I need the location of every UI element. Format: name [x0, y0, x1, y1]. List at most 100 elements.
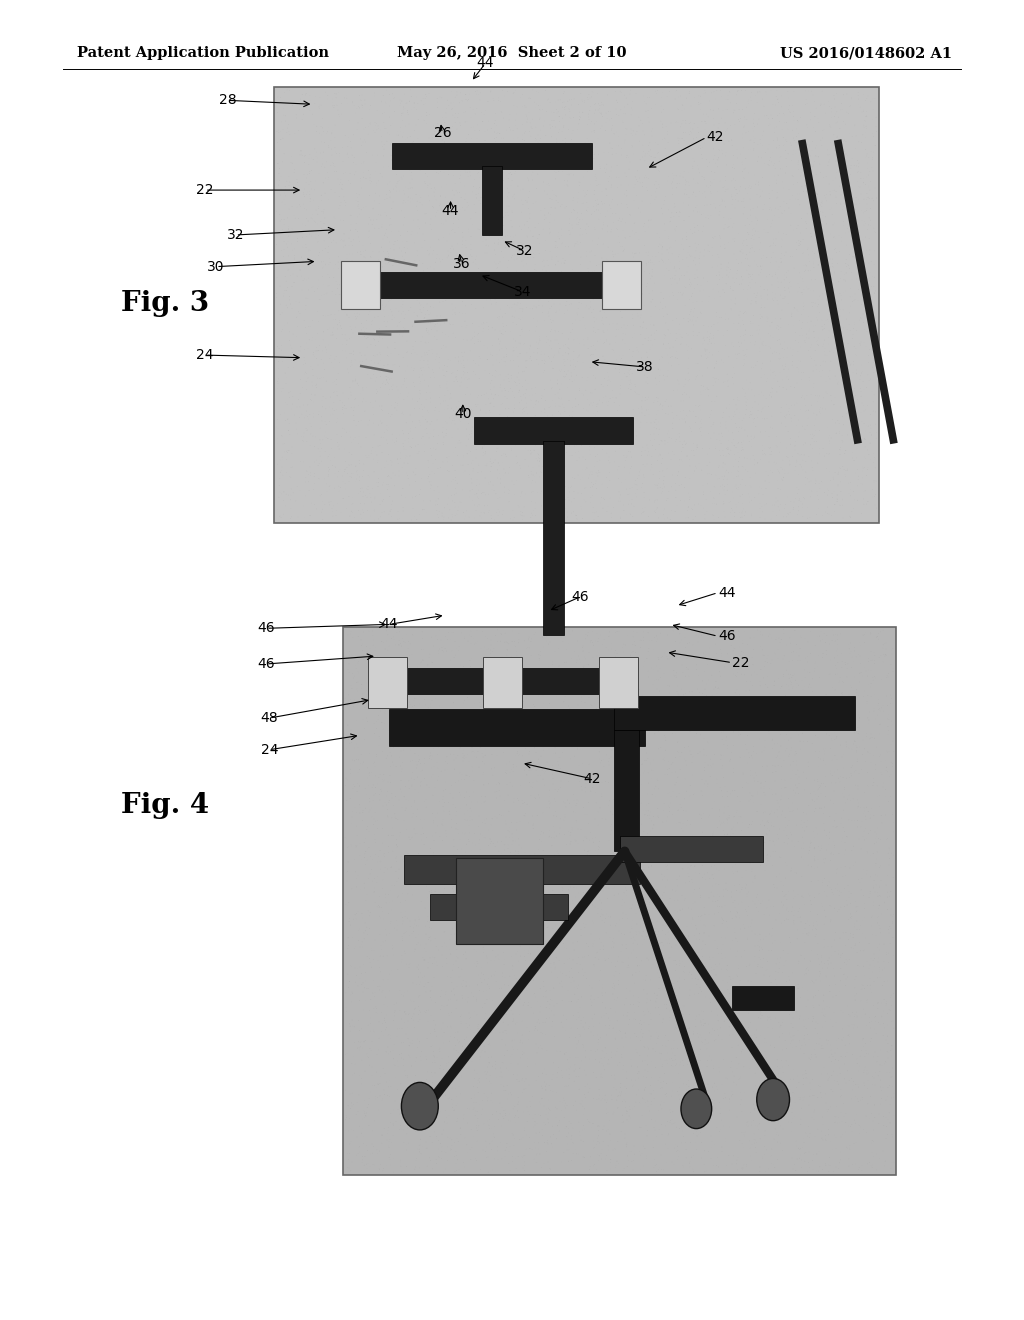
Point: [688, 1139, 705, 1160]
Point: [367, 640, 383, 661]
Point: [423, 471, 439, 492]
Point: [757, 297, 773, 318]
Point: [423, 313, 439, 334]
Point: [529, 156, 546, 177]
Point: [675, 384, 691, 405]
Point: [497, 145, 513, 166]
Point: [477, 484, 494, 506]
Point: [854, 362, 870, 383]
Point: [585, 635, 601, 656]
Bar: [599, 657, 638, 708]
Point: [758, 675, 774, 696]
Point: [466, 326, 482, 347]
Point: [321, 189, 337, 210]
Point: [500, 363, 516, 384]
Point: [369, 998, 385, 1019]
Point: [824, 750, 841, 771]
Point: [650, 925, 667, 946]
Point: [653, 696, 670, 717]
Point: [584, 473, 600, 494]
Point: [663, 141, 679, 162]
Point: [382, 90, 398, 111]
Point: [380, 771, 396, 792]
Point: [437, 366, 454, 387]
Point: [356, 697, 373, 718]
Point: [623, 123, 639, 144]
Point: [746, 385, 763, 407]
Point: [575, 912, 592, 933]
Point: [867, 308, 884, 329]
Point: [826, 393, 843, 414]
Point: [506, 1039, 522, 1060]
Point: [603, 689, 620, 710]
Point: [779, 942, 796, 964]
Point: [490, 364, 507, 385]
Point: [876, 1114, 892, 1135]
Point: [326, 356, 342, 378]
Point: [439, 360, 456, 381]
Point: [574, 870, 591, 891]
Point: [786, 395, 803, 416]
Point: [627, 293, 643, 314]
Point: [852, 177, 868, 198]
Point: [625, 308, 641, 329]
Point: [542, 240, 558, 261]
Point: [725, 762, 741, 783]
Point: [811, 206, 827, 227]
Point: [595, 1119, 611, 1140]
Point: [470, 1018, 486, 1039]
Point: [699, 327, 716, 348]
Point: [640, 1119, 656, 1140]
Point: [426, 420, 442, 441]
Point: [397, 191, 414, 213]
Point: [296, 422, 312, 444]
Point: [761, 1159, 777, 1180]
Point: [609, 771, 626, 792]
Point: [550, 1063, 566, 1084]
Point: [877, 892, 893, 913]
Point: [628, 948, 644, 969]
Point: [575, 1131, 592, 1152]
Point: [710, 139, 726, 160]
Point: [287, 246, 303, 267]
Point: [625, 136, 641, 157]
Point: [795, 228, 811, 249]
Point: [784, 446, 801, 467]
Point: [417, 434, 433, 455]
Point: [825, 290, 842, 312]
Point: [466, 495, 482, 516]
Point: [364, 957, 380, 978]
Point: [499, 733, 515, 754]
Point: [429, 244, 445, 265]
Point: [834, 746, 850, 767]
Point: [835, 684, 851, 705]
Point: [840, 253, 856, 275]
Point: [593, 624, 609, 645]
Point: [823, 198, 840, 219]
Point: [634, 284, 650, 305]
Point: [400, 714, 417, 735]
Point: [581, 298, 597, 319]
Point: [628, 1039, 644, 1060]
Point: [778, 908, 795, 929]
Point: [492, 733, 508, 754]
Point: [475, 111, 492, 132]
Point: [514, 362, 530, 383]
Point: [707, 226, 723, 247]
Point: [479, 348, 496, 370]
Point: [773, 243, 790, 264]
Point: [509, 688, 525, 709]
Point: [615, 1059, 632, 1080]
Point: [307, 170, 324, 191]
Point: [685, 463, 701, 484]
Point: [710, 1010, 726, 1031]
Point: [775, 223, 792, 244]
Point: [560, 879, 577, 900]
Point: [755, 135, 771, 156]
Point: [720, 420, 736, 441]
Point: [795, 271, 811, 292]
Point: [485, 1126, 502, 1147]
Point: [884, 1067, 900, 1088]
Point: [349, 1092, 366, 1113]
Point: [362, 638, 379, 659]
